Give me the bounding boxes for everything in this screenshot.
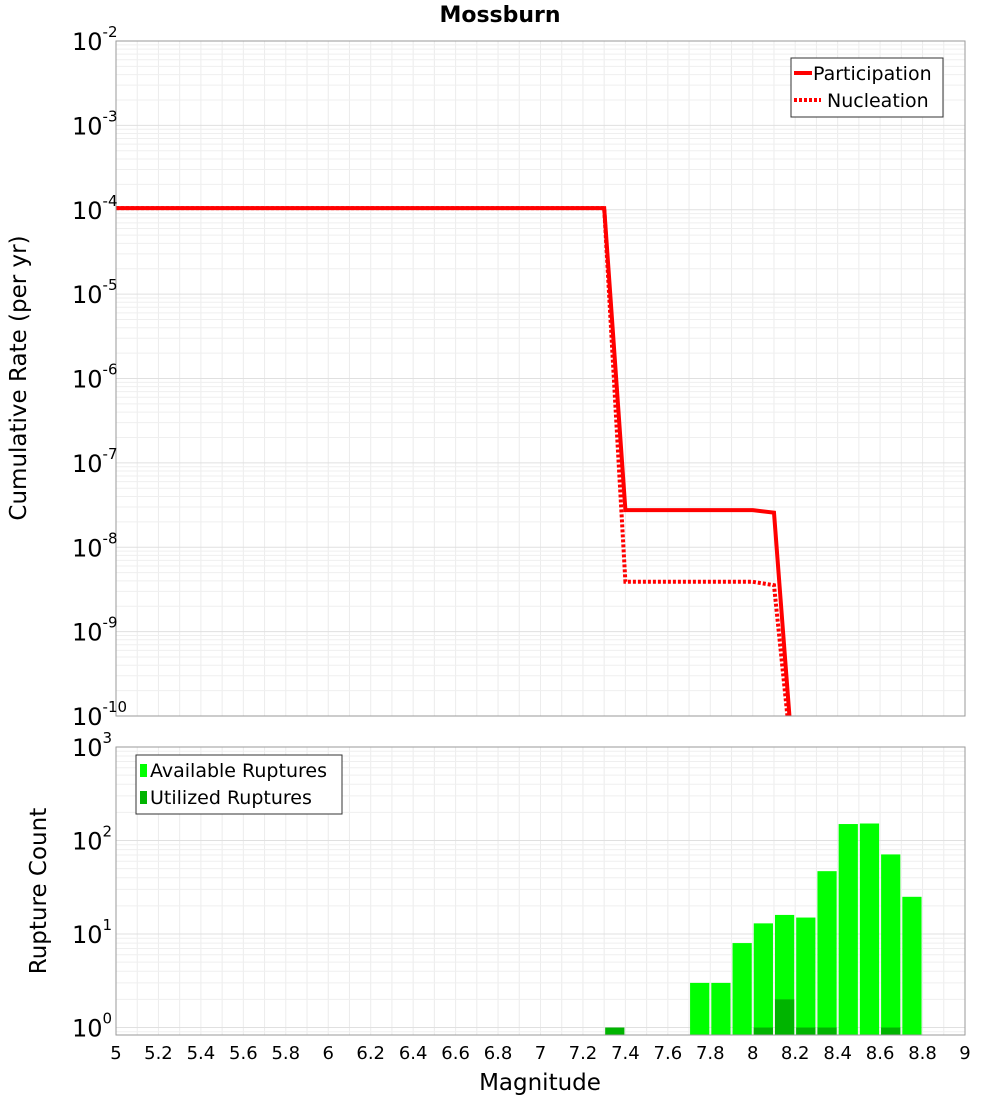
available-rupture-bar [817,871,837,1035]
available-rupture-bar [732,943,752,1035]
histogram-bars [605,823,922,1035]
x-tick-label: 7.8 [696,1043,725,1064]
x-tick-label: 6.4 [399,1043,428,1064]
bottom-y-tick-label: 100 [72,1010,112,1043]
bottom-y-tick-label: 101 [72,916,112,949]
available-rupture-bar [902,896,922,1035]
legend-participation-label: Participation [813,63,932,85]
top-y-tick-label: 10-8 [72,529,118,562]
utilized-rupture-bar [753,1027,773,1035]
available-rupture-bar [881,854,901,1035]
bottom-plot-frame [115,746,966,1036]
x-tick-label: 9 [959,1043,970,1064]
top-y-tick-label: 10-5 [72,276,118,309]
x-tick-label: 6.6 [441,1043,470,1064]
rate-legend-box [790,57,944,118]
available-rupture-bar [690,982,710,1035]
legend-available-label: Available Ruptures [150,760,327,782]
x-tick-label: 7.2 [569,1043,598,1064]
x-tick-label: 7.4 [611,1043,640,1064]
x-axis-label: Magnitude [479,1070,601,1096]
top-y-tick-label: 10-2 [72,23,118,56]
utilized-rupture-bar [881,1027,901,1035]
legend-utilized-label: Utilized Ruptures [150,787,312,809]
available-rupture-bar [859,823,880,1035]
x-tick-label: 8.4 [823,1043,852,1064]
bottom-y-axis-label: Rupture Count [26,808,52,974]
available-rupture-bar [838,824,858,1035]
available-rupture-bar [753,923,773,1035]
rate-curves [116,206,792,716]
rate-legend: Participation Nucleation [790,57,944,118]
top-y-tick-label: 10-9 [72,614,118,647]
x-tick-label: 5.8 [271,1043,300,1064]
x-tick-label: 8 [747,1043,758,1064]
legend-utilized-swatch [140,791,147,804]
bottom-y-tick-label: 102 [72,823,112,856]
legend-nucleation-label: Nucleation [827,90,929,112]
top-y-tick-label: 10-6 [72,361,118,394]
available-rupture-bar [711,982,731,1035]
rupture-legend-box [135,754,343,815]
x-tick-label: 6.8 [484,1043,513,1064]
utilized-rupture-bar [605,1027,625,1035]
x-tick-label: 8.6 [866,1043,895,1064]
bottom-y-tick-label: 103 [72,729,112,762]
x-tick-labels: 5 5.2 5.4 5.6 5.8 6 6.2 6.4 6.6 6.8 7 7.2 7.4 7.6 7.8 8… [110,1043,970,1064]
x-tick-label: 5.4 [187,1043,216,1064]
x-tick-label: 5 [110,1043,121,1064]
top-y-tick-label: 10-10 [72,698,127,731]
utilized-rupture-bar [817,1027,837,1035]
x-tick-label: 5.6 [229,1043,258,1064]
legend-available-swatch [140,764,147,777]
top-y-tick-label: 10-3 [72,107,118,140]
x-tick-label: 7 [535,1043,546,1064]
top-y-tick-label: 10-7 [72,445,118,478]
chart-title: Mossburn [439,3,560,28]
top-plot-gridlines [115,41,966,717]
utilized-rupture-bar [796,1027,816,1035]
utilized-rupture-bar [774,999,795,1035]
x-tick-label: 7.6 [654,1043,683,1064]
x-tick-label: 8.2 [781,1043,810,1064]
bottom-y-tick-labels: 100 101 102 103 [72,729,112,1043]
x-tick-label: 6.2 [356,1043,385,1064]
x-tick-label: 6 [323,1043,334,1064]
available-rupture-bar [796,917,816,1035]
top-y-axis-label: Cumulative Rate (per yr) [6,235,32,520]
top-plot-frame [115,40,966,717]
rupture-legend: Available Ruptures Utilized Ruptures [135,754,343,815]
nucleation-line [116,206,790,716]
x-tick-label: 8.8 [908,1043,937,1064]
top-y-tick-label: 10-4 [72,192,118,225]
x-tick-label: 5.2 [144,1043,173,1064]
